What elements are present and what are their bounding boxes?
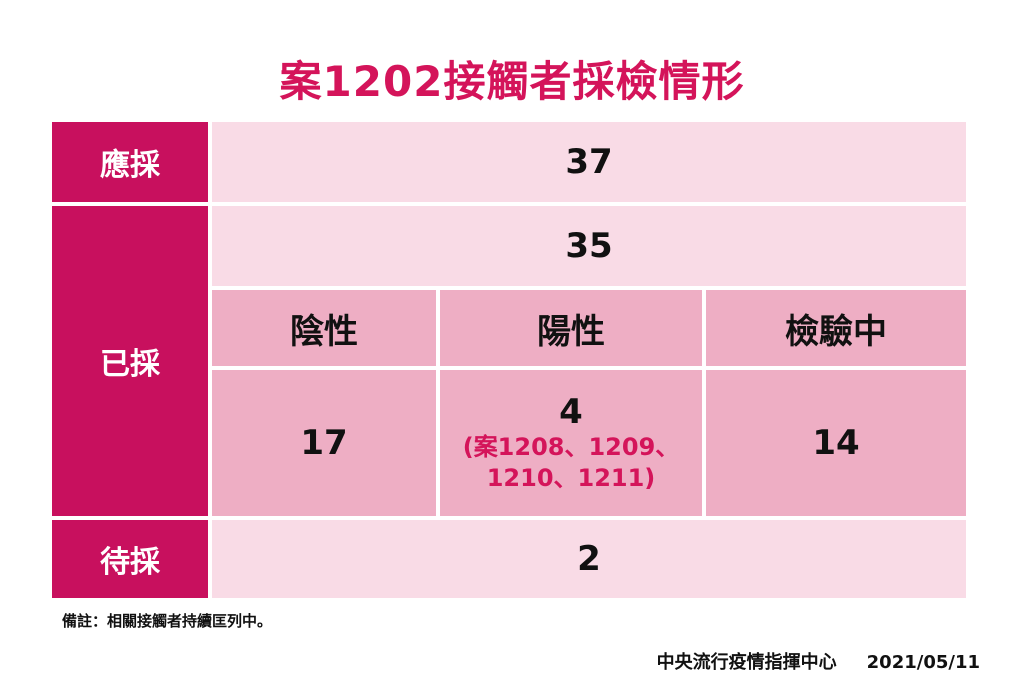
positive-value: 4 xyxy=(559,392,583,432)
positive-cell: 4 (案1208、1209、 1210、1211) xyxy=(440,370,702,516)
positive-cases-line2: 1210、1211) xyxy=(486,464,656,492)
footer-org: 中央流行疫情指揮中心 xyxy=(656,652,837,673)
pending-value: 14 xyxy=(706,370,966,516)
row-label-awaiting: 待採 xyxy=(52,520,208,598)
should-test-value: 37 xyxy=(212,122,966,202)
page-title: 案1202接觸者採檢情形 xyxy=(279,57,745,106)
tested-value: 35 xyxy=(212,206,966,286)
row-label-should-test: 應採 xyxy=(52,122,208,202)
negative-header: 陰性 xyxy=(212,290,436,366)
awaiting-value: 2 xyxy=(212,520,966,598)
row-label-tested: 已採 xyxy=(52,206,208,516)
negative-value: 17 xyxy=(212,370,436,516)
pending-header: 檢驗中 xyxy=(706,290,966,366)
positive-cases-line1: (案1208、1209、 xyxy=(462,433,680,461)
positive-header: 陽性 xyxy=(440,290,702,366)
footnote: 備註：相關接觸者持續匡列中。 xyxy=(62,612,273,630)
footer: 中央流行疫情指揮中心 2021/05/11 xyxy=(657,648,980,674)
footer-date: 2021/05/11 xyxy=(866,652,980,673)
